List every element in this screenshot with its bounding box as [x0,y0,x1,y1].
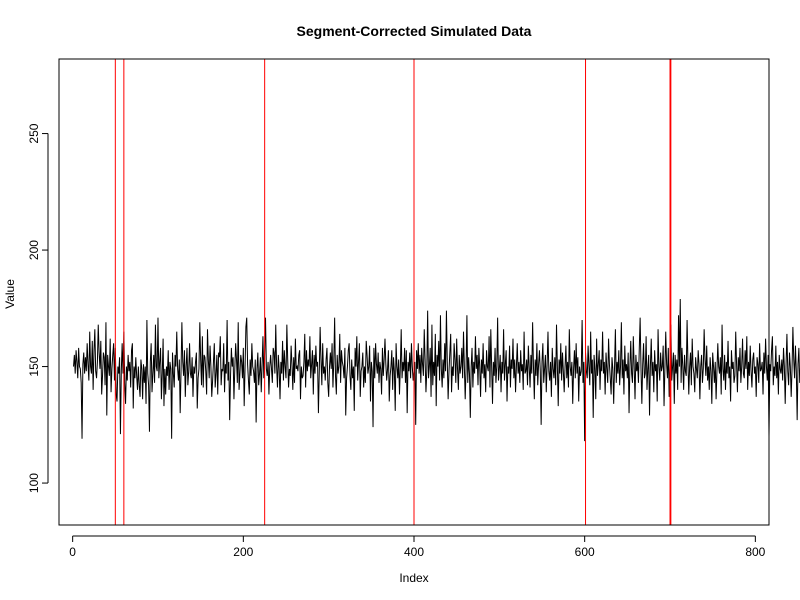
x-tick-label: 400 [404,545,424,559]
series-line [73,298,800,442]
chart-title: Segment-Corrected Simulated Data [297,23,532,39]
x-tick-label: 800 [745,545,765,559]
y-axis-label: Value [3,279,17,309]
x-tick-label: 0 [69,545,76,559]
y-tick-label: 250 [27,123,41,143]
y-tick-label: 200 [27,240,41,260]
x-tick-label: 200 [233,545,253,559]
y-tick-label: 150 [27,356,41,376]
plot-area [73,59,800,525]
x-axis-label: Index [399,571,428,585]
plot-frame [58,58,770,526]
y-tick-label: 100 [27,473,41,493]
axes: 0 200 400 600 800 100 150 200 250 [27,58,770,559]
x-tick-label: 600 [575,545,595,559]
